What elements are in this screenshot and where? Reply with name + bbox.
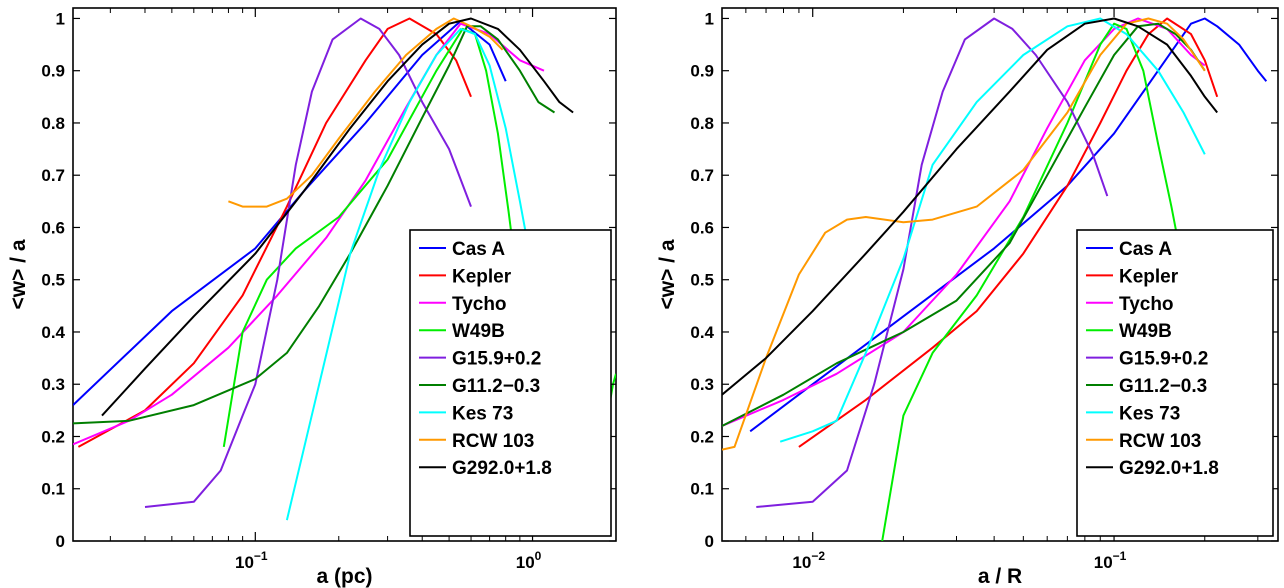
y-tick-label: 0	[56, 532, 65, 551]
series-line-1	[798, 17, 1219, 448]
legend-label: G15.9+0.2	[452, 349, 541, 370]
series-line-8	[722, 17, 1218, 396]
x-axis-label: a (pc)	[316, 565, 372, 588]
y-tick-label: 0.2	[690, 427, 714, 446]
y-tick-label: 0.1	[41, 480, 65, 499]
legend-label: W49B	[1119, 321, 1172, 342]
legend-box	[409, 229, 612, 537]
y-tick-label: 0.7	[690, 166, 714, 185]
legend-label: Kepler	[452, 266, 512, 287]
x-tick-label: 100	[516, 549, 542, 572]
x-tick-label: 10−2	[792, 549, 825, 572]
legend-label: G11.2−0.3	[1119, 376, 1207, 397]
y-tick-label: 0.7	[41, 166, 65, 185]
y-tick-label: 0.4	[41, 323, 65, 342]
y-tick-label: 0	[705, 532, 714, 551]
y-tick-label: 0.9	[690, 62, 714, 81]
y-tick-label: 0.4	[690, 323, 714, 342]
series-group	[722, 17, 1274, 541]
legend-label: RCW 103	[452, 431, 534, 452]
legend-label: G292.0+1.8	[1119, 458, 1219, 479]
y-axis-label: <w> / a	[656, 239, 679, 309]
x-axis-label: a / R	[978, 565, 1022, 588]
legend-label: Cas A	[452, 239, 505, 260]
legend-label: W49B	[452, 321, 505, 342]
series-line-8	[101, 17, 574, 417]
y-tick-label: 0.6	[41, 218, 65, 237]
legend-label: RCW 103	[1119, 431, 1201, 452]
series-line-4	[756, 17, 1109, 508]
legend: Cas A Kepler Tycho W49B G15.9+0.2 G11.2−0.3 Ke…	[1076, 229, 1274, 537]
legend-label: G11.2−0.3	[452, 376, 540, 397]
y-tick-label: 0.9	[41, 62, 65, 81]
right-chart: 0 0.1 0.2 0.3 0.4 0.5 0.6 0.7 0.8 0.9 1 10−2 10−1 a /…	[656, 7, 1279, 588]
legend-label: Kepler	[1119, 266, 1179, 287]
series-line-7	[722, 17, 1206, 451]
x-tick-label: 10−1	[1094, 549, 1127, 572]
y-tick-label: 1	[705, 9, 714, 28]
legend-label: G15.9+0.2	[1119, 349, 1208, 370]
series-line-1	[77, 17, 472, 448]
y-tick-label: 0.6	[690, 218, 714, 237]
legend-box	[1076, 229, 1274, 537]
y-tick-label: 0.8	[41, 114, 65, 133]
series-line-7	[228, 17, 504, 208]
y-tick-label: 1	[56, 9, 65, 28]
y-tick-label: 0.3	[690, 375, 714, 394]
y-tick-label: 0.8	[690, 114, 714, 133]
y-tick-label: 0.5	[41, 271, 65, 290]
series-line-0	[73, 20, 507, 406]
legend-label: G292.0+1.8	[452, 458, 552, 479]
legend-label: Kes 73	[1119, 403, 1180, 424]
left-chart: 0 0.1 0.2 0.3 0.4 0.5 0.6 0.7 0.8 0.9 1 10−1 100 a (p…	[7, 7, 617, 588]
series-line-5	[722, 22, 1206, 427]
y-tick-label: 0.5	[690, 271, 714, 290]
x-tick-label: 10−1	[235, 549, 268, 572]
y-tick-label: 0.2	[41, 427, 65, 446]
legend-label: Cas A	[1119, 239, 1172, 260]
series-line-4	[144, 17, 472, 508]
series-line-6	[779, 17, 1206, 443]
legend-label: Tycho	[1119, 294, 1174, 315]
legend: Cas A Kepler Tycho W49B G15.9+0.2 G11.2−0.3 Ke…	[409, 229, 612, 537]
series-line-5	[73, 25, 556, 425]
y-tick-label: 0.3	[41, 375, 65, 394]
legend-label: Kes 73	[452, 403, 513, 424]
y-axis-label: <w> / a	[7, 239, 30, 309]
legend-label: Tycho	[452, 294, 507, 315]
y-tick-label: 0.1	[690, 480, 714, 499]
